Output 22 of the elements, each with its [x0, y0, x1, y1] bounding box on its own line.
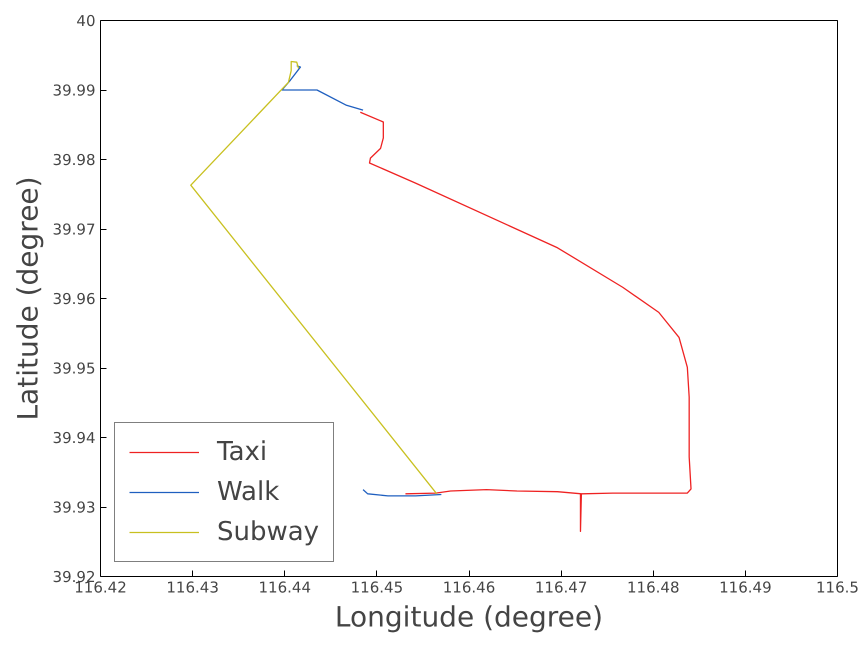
x-tick-label: 116.43	[166, 578, 219, 596]
legend-label: Walk	[217, 477, 280, 507]
y-axis-title: Latitude (degree)	[12, 176, 45, 421]
y-tick-label: 40	[76, 12, 96, 30]
x-tick-label: 116.44	[258, 578, 312, 596]
x-tick-label: 116.5	[816, 578, 859, 596]
legend-label: Subway	[217, 517, 320, 547]
y-tick-label: 39.93	[52, 498, 96, 516]
x-tick-label: 116.49	[719, 578, 772, 596]
legend-label: Taxi	[217, 437, 268, 467]
y-tick-label: 39.99	[52, 82, 96, 100]
x-tick-label: 116.45	[350, 578, 404, 596]
x-tick-label: 116.48	[627, 578, 680, 596]
y-tick-label: 39.96	[52, 290, 96, 308]
y-tick-label: 39.98	[52, 151, 96, 169]
y-tick-label: 39.95	[52, 360, 96, 378]
x-tick-label: 116.46	[442, 578, 496, 596]
x-axis-title: Longitude (degree)	[334, 600, 604, 634]
y-tick-label: 39.97	[52, 220, 96, 238]
x-tick-label: 116.47	[534, 578, 588, 596]
y-tick-label: 39.94	[52, 429, 96, 447]
line-series	[360, 112, 692, 532]
